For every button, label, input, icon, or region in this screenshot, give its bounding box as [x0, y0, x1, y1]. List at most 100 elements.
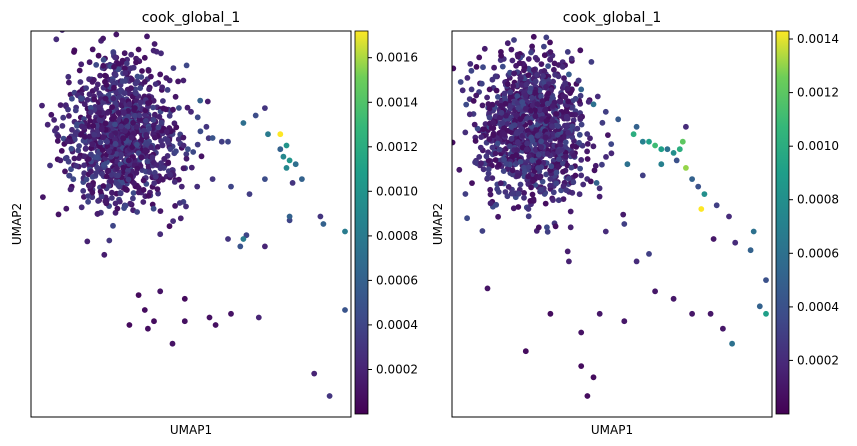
scatter-point — [162, 106, 169, 113]
scatter-point — [587, 178, 594, 185]
scatter-point — [557, 142, 564, 148]
scatter-point — [98, 193, 105, 200]
scatter-point — [503, 112, 509, 119]
scatter-point — [39, 102, 45, 109]
scatter-point — [225, 138, 231, 145]
scatter-point — [124, 187, 130, 193]
scatter-point — [130, 119, 137, 126]
scatter-point — [594, 93, 601, 100]
scatter-point — [452, 139, 456, 146]
scatter-point — [551, 60, 558, 67]
scatter-point — [94, 210, 101, 217]
scatter-point — [658, 161, 665, 168]
scatter-point — [132, 80, 139, 87]
scatter-point — [532, 113, 539, 120]
scatter-point — [133, 169, 140, 176]
scatter-point — [532, 89, 539, 96]
scatter-point — [652, 288, 658, 295]
scatter-point — [505, 184, 512, 190]
scatter-point — [91, 131, 98, 138]
scatter-point — [553, 180, 560, 187]
scatter-point — [620, 211, 627, 218]
scatter-point — [280, 153, 287, 160]
scatter-point — [203, 123, 210, 130]
scatter-point — [153, 162, 160, 168]
scatter-point — [526, 153, 533, 160]
scatter-point — [108, 132, 115, 139]
scatter-point — [525, 206, 532, 212]
scatter-point — [155, 124, 162, 131]
scatter-point — [485, 170, 492, 177]
scatter-point — [521, 168, 528, 175]
scatter-point — [96, 117, 103, 123]
scatter-point — [557, 136, 564, 143]
scatter-point — [93, 62, 100, 68]
scatter-point — [558, 147, 565, 153]
scatter-point — [515, 105, 522, 111]
scatter-point — [115, 66, 122, 73]
scatter-point — [517, 75, 524, 81]
scatter-point — [129, 144, 136, 151]
scatter-point — [521, 190, 527, 196]
panel-1-colorbar-ticks: 0.0002 0.0004 0.0006 0.0008 0.0010 0.0012 0.00… — [368, 51, 418, 377]
scatter-point — [478, 134, 485, 141]
scatter-point — [157, 71, 164, 78]
scatter-point — [750, 228, 757, 235]
scatter-point — [468, 86, 475, 93]
scatter-point — [539, 116, 545, 122]
scatter-point — [159, 176, 166, 183]
panel-1-frame — [30, 30, 352, 418]
scatter-point — [124, 123, 131, 130]
scatter-point — [572, 95, 579, 102]
scatter-point — [109, 189, 115, 196]
scatter-point — [57, 157, 64, 164]
scatter-point — [160, 98, 166, 104]
colorbar-tick-label: 0.0008 — [376, 229, 418, 243]
scatter-point — [560, 196, 567, 203]
scatter-point — [452, 65, 457, 72]
panel-2-xlabel: UMAP1 — [591, 423, 633, 437]
scatter-point — [145, 192, 152, 199]
scatter-point — [180, 142, 187, 149]
scatter-point — [747, 247, 754, 254]
panel-2-points — [452, 33, 769, 399]
scatter-point — [265, 131, 271, 138]
scatter-point — [102, 95, 109, 102]
scatter-point — [141, 112, 148, 118]
scatter-point — [487, 200, 494, 207]
scatter-point — [513, 152, 520, 159]
scatter-point — [137, 85, 144, 91]
scatter-point — [498, 103, 504, 109]
scatter-point — [115, 172, 121, 179]
scatter-point — [529, 43, 535, 50]
scatter-point — [144, 141, 151, 147]
scatter-point — [547, 49, 554, 55]
panel-1-colorbar — [354, 30, 369, 415]
scatter-point — [64, 138, 71, 145]
scatter-point — [578, 121, 585, 128]
scatter-point — [525, 56, 532, 62]
scatter-point — [538, 61, 545, 67]
scatter-point — [183, 203, 189, 210]
scatter-point — [157, 165, 164, 172]
scatter-point — [100, 134, 107, 141]
scatter-point — [115, 110, 122, 116]
scatter-point — [133, 124, 140, 130]
scatter-point — [85, 193, 92, 200]
scatter-point — [88, 151, 94, 158]
scatter-point — [137, 99, 144, 106]
scatter-point — [181, 295, 188, 302]
scatter-point — [602, 108, 609, 115]
scatter-point — [141, 79, 148, 85]
scatter-point — [183, 62, 190, 69]
scatter-point — [543, 34, 550, 41]
scatter-point — [225, 236, 231, 242]
scatter-point — [756, 303, 763, 310]
scatter-point — [157, 231, 164, 238]
scatter-point — [103, 82, 110, 88]
scatter-point — [479, 228, 486, 234]
scatter-point — [97, 105, 103, 111]
scatter-point — [536, 106, 543, 113]
scatter-point — [535, 224, 542, 231]
scatter-point — [112, 72, 119, 78]
